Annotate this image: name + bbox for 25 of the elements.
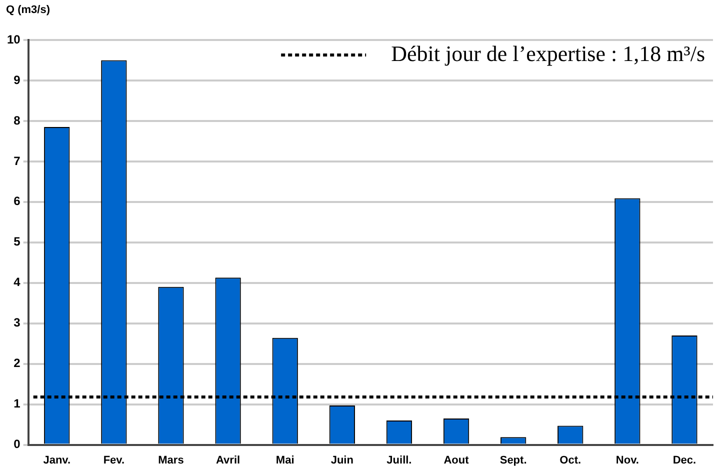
y-tick-label: 5 [14,234,21,249]
y-tick-label: 8 [14,113,21,128]
y-tick-label: 0 [14,437,21,452]
y-tick-label: 3 [14,316,21,330]
x-tick-label: Sept. [500,454,527,466]
x-tick-label: Juin [330,454,354,466]
x-tick-label: Aout [444,454,470,466]
y-tick-label: 4 [14,275,21,290]
y-axis-title: Q (m3/s) [6,4,50,16]
y-tick-label: 1 [14,396,21,411]
x-tick-label: Dec. [672,454,696,466]
x-tick-label: Janv. [43,454,71,466]
y-tick-label: 2 [14,356,21,370]
y-tick-label: 6 [14,194,21,208]
x-tick-label: Mai [276,454,294,466]
y-tick-label: 7 [14,154,21,168]
x-tick-label: Fev. [103,454,125,466]
x-tick-label: Nov. [616,454,639,466]
x-tick-label: Juill. [386,454,412,466]
y-tick-label: 9 [14,72,21,87]
x-tick-label: Mars [158,454,184,466]
legend-label: Débit jour de l’expertise : 1,18 m³/s [391,40,706,66]
x-tick-label: Avril [216,454,240,466]
y-tick-label: 10 [6,32,21,46]
x-tick-label: Oct. [560,454,582,466]
